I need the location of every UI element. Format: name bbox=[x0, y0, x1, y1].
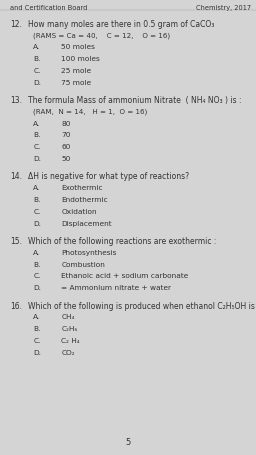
Text: 14.: 14. bbox=[10, 172, 22, 182]
Text: 100 moles: 100 moles bbox=[61, 56, 100, 62]
Text: A.: A. bbox=[33, 44, 40, 50]
Text: Chemistry, 2017: Chemistry, 2017 bbox=[196, 5, 251, 11]
Text: C.: C. bbox=[33, 338, 41, 344]
Text: A.: A. bbox=[33, 121, 40, 126]
Text: Displacement: Displacement bbox=[61, 221, 112, 227]
Text: Exothermic: Exothermic bbox=[61, 185, 103, 191]
Text: 50 moles: 50 moles bbox=[61, 44, 95, 50]
Text: 16.: 16. bbox=[10, 302, 22, 311]
Text: C.: C. bbox=[33, 144, 41, 150]
Text: 75 mole: 75 mole bbox=[61, 80, 92, 86]
Text: 15.: 15. bbox=[10, 237, 22, 246]
Text: C₂ H₄: C₂ H₄ bbox=[61, 338, 80, 344]
Text: C.: C. bbox=[33, 273, 41, 279]
Text: 50: 50 bbox=[61, 156, 71, 162]
Text: 25 mole: 25 mole bbox=[61, 68, 92, 74]
Text: (RAMS = Ca = 40,    C = 12,    O = 16): (RAMS = Ca = 40, C = 12, O = 16) bbox=[33, 32, 170, 39]
Text: D.: D. bbox=[33, 350, 41, 356]
Text: A.: A. bbox=[33, 314, 40, 320]
Text: 5: 5 bbox=[125, 438, 131, 447]
Text: 80: 80 bbox=[61, 121, 71, 126]
Text: (RAM,  N = 14,   H = 1,  O = 16): (RAM, N = 14, H = 1, O = 16) bbox=[33, 109, 147, 115]
Text: A.: A. bbox=[33, 250, 40, 256]
Text: D.: D. bbox=[33, 285, 41, 291]
Text: B.: B. bbox=[33, 326, 41, 332]
Text: C.: C. bbox=[33, 209, 41, 215]
Text: Oxidation: Oxidation bbox=[61, 209, 97, 215]
Text: Photosynthesis: Photosynthesis bbox=[61, 250, 117, 256]
Text: A.: A. bbox=[33, 185, 40, 191]
Text: B.: B. bbox=[33, 262, 41, 268]
Text: B.: B. bbox=[33, 132, 41, 138]
Text: The formula Mass of ammonium Nitrate  ( NH₄ NO₃ ) is :: The formula Mass of ammonium Nitrate ( N… bbox=[28, 96, 242, 105]
Text: 70: 70 bbox=[61, 132, 71, 138]
Text: B.: B. bbox=[33, 197, 41, 203]
Text: Endothermic: Endothermic bbox=[61, 197, 108, 203]
Text: CO₂: CO₂ bbox=[61, 350, 75, 356]
Text: D.: D. bbox=[33, 156, 41, 162]
Text: CH₄: CH₄ bbox=[61, 314, 75, 320]
Text: D.: D. bbox=[33, 80, 41, 86]
Text: and Certification Board: and Certification Board bbox=[10, 5, 88, 11]
Text: 12.: 12. bbox=[10, 20, 22, 29]
Text: = Ammonium nitrate + water: = Ammonium nitrate + water bbox=[61, 285, 172, 291]
Text: How many moles are there in 0.5 gram of CaCO₃: How many moles are there in 0.5 gram of … bbox=[28, 20, 215, 29]
Text: Which of the following is produced when ethanol C₂H₅OH is dehydr: Which of the following is produced when … bbox=[28, 302, 256, 311]
Text: 60: 60 bbox=[61, 144, 71, 150]
Text: Combustion: Combustion bbox=[61, 262, 105, 268]
Text: ΔH is negative for what type of reactions?: ΔH is negative for what type of reaction… bbox=[28, 172, 189, 182]
Text: Which of the following reactions are exothermic :: Which of the following reactions are exo… bbox=[28, 237, 217, 246]
Text: D.: D. bbox=[33, 221, 41, 227]
Text: 13.: 13. bbox=[10, 96, 22, 105]
Text: C₂H₆: C₂H₆ bbox=[61, 326, 78, 332]
Text: Ethanoic acid + sodium carbonate: Ethanoic acid + sodium carbonate bbox=[61, 273, 189, 279]
Text: C.: C. bbox=[33, 68, 41, 74]
Text: B.: B. bbox=[33, 56, 41, 62]
